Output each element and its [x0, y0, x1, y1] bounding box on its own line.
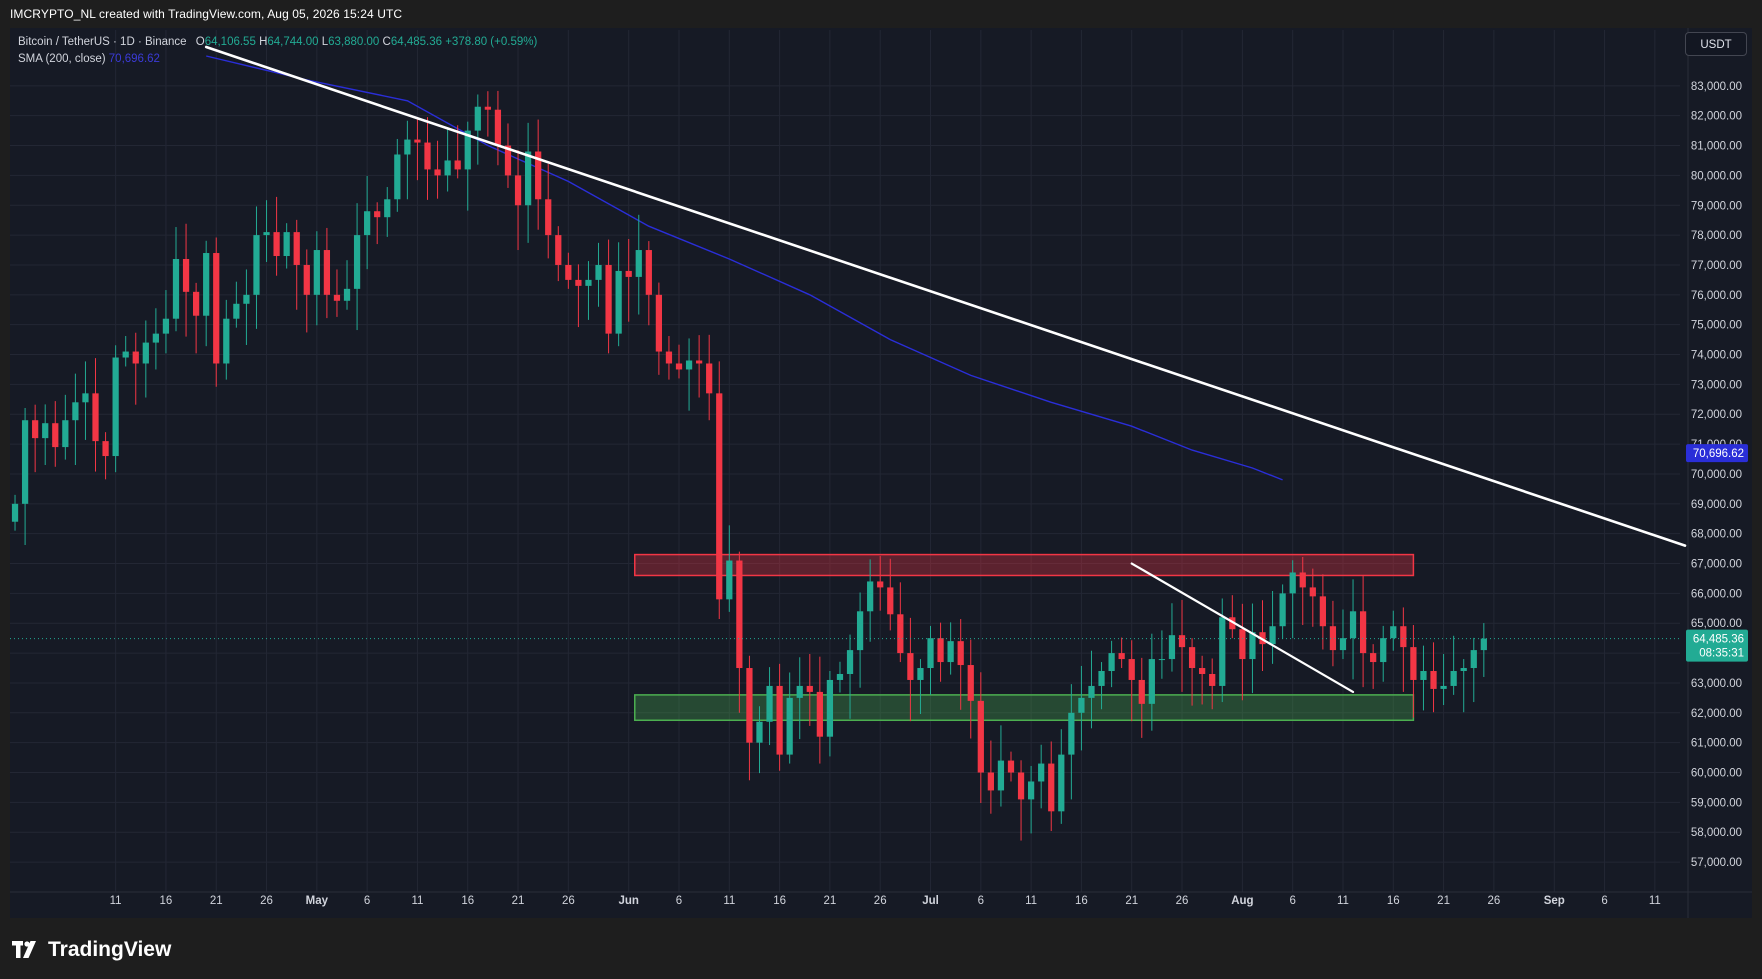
symbol-name[interactable]: Bitcoin / TetherUS · 1D · Binance: [18, 36, 187, 48]
footer-bar: [0, 918, 1762, 979]
currency-button[interactable]: USDT: [1685, 32, 1747, 56]
chart-frame: [10, 28, 1752, 918]
low-label: L: [321, 36, 329, 48]
high-label: H: [259, 36, 268, 48]
open-label: O: [195, 36, 205, 48]
high-value: 64,744.00: [267, 36, 319, 48]
close-label: C: [382, 36, 391, 48]
ohlc-row[interactable]: Bitcoin / TetherUS · 1D · Binance O64,10…: [18, 34, 537, 51]
sma-row[interactable]: SMA (200, close) 70,696.62: [18, 51, 537, 68]
close-value: 64,485.36: [390, 36, 443, 48]
tradingview-wordmark: TradingView: [48, 938, 172, 961]
sma-value: 70,696.62: [108, 53, 160, 65]
low-value: 63,880.00: [328, 36, 380, 48]
open-value: 64,106.55: [204, 36, 256, 48]
chart-credit-title: IMCRYPTO_NL created with TradingView.com…: [10, 7, 403, 21]
tradingview-logo-icon: [12, 941, 36, 958]
top-bar: IMCRYPTO_NL created with TradingView.com…: [0, 0, 1762, 28]
symbol-legend[interactable]: Bitcoin / TetherUS · 1D · Binance O64,10…: [18, 34, 537, 68]
tradingview-logo[interactable]: TradingView: [12, 938, 171, 962]
change-value: +378.80 (+0.59%): [445, 36, 538, 48]
sma-label[interactable]: SMA (200, close): [18, 53, 106, 65]
